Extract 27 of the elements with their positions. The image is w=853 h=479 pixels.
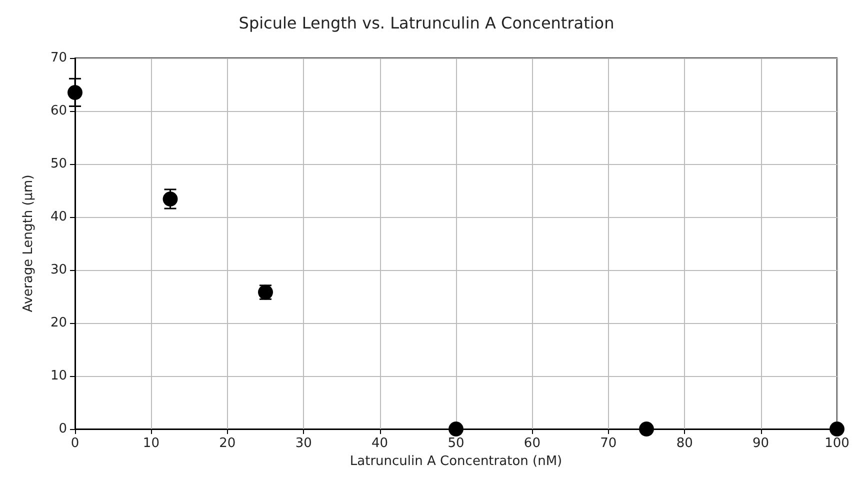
- y-tick-label: 10: [50, 368, 67, 384]
- x-tick-label: 70: [600, 436, 617, 451]
- y-tick-label: 20: [50, 316, 67, 330]
- y-tick-label: 70: [50, 50, 67, 66]
- x-tick-label: 0: [70, 436, 80, 451]
- x-tick-label: 90: [752, 436, 770, 451]
- point: [639, 422, 654, 436]
- x-tick-label: 50: [448, 436, 464, 451]
- chart-title: Spicule Length vs. Latrunculin A Concentration: [238, 14, 614, 32]
- x-axis-title: Latrunculin A Concentraton (nM): [350, 454, 562, 469]
- y-tick-label: 0: [58, 422, 67, 436]
- x-tick-label: 30: [295, 436, 312, 451]
- x-tick-label: 10: [142, 436, 160, 451]
- x-tick-label: 20: [219, 436, 236, 451]
- point: [68, 84, 82, 100]
- y-tick-label: 40: [50, 210, 67, 224]
- y-tick-label: 30: [50, 262, 67, 278]
- y-tick-label: 60: [50, 104, 67, 118]
- x-tick-label: 40: [372, 436, 388, 451]
- x-tick-label: 80: [676, 436, 693, 451]
- point: [162, 191, 178, 206]
- x-tick-label: 100: [824, 436, 850, 451]
- x-tick-label: 60: [524, 436, 540, 451]
- y-axis-title: Average Length (μm): [21, 174, 36, 312]
- point: [448, 422, 464, 436]
- y-tick-label: 50: [50, 156, 67, 172]
- point: [830, 422, 844, 436]
